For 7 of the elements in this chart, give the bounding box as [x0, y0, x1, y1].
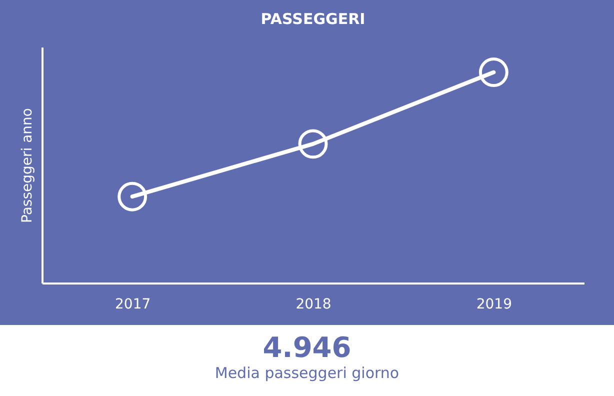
x-tick-label: 2019 [476, 296, 512, 312]
x-tick-label: 2018 [296, 296, 332, 312]
x-tick-label: 2017 [115, 296, 151, 312]
text: 4.946 [262, 331, 352, 364]
text: Media passeggeri giorno [214, 364, 400, 382]
chart-title: PASSEGGERI [260, 10, 366, 28]
y-axis-title: Passeggeri anno [20, 108, 36, 223]
